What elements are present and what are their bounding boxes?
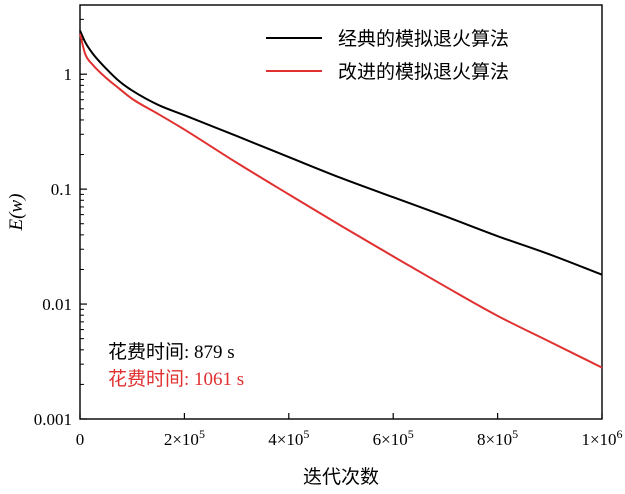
legend-label-classic: 经典的模拟退火算法: [338, 28, 509, 50]
annotation-improved-label: 花费时间: [108, 368, 184, 390]
series-line-improved: [79, 33, 603, 369]
x-tick-label: 8×105: [477, 427, 518, 449]
y-tick-label: 0.01: [42, 295, 72, 314]
y-tick-label: 1: [64, 65, 73, 84]
axis-ticks: 0 2×105 4×105 6×105 8×105 1×106 1 0.1 0.01 0.001: [34, 4, 623, 449]
x-tick-label: 4×105: [268, 427, 309, 449]
legend: 经典的模拟退火算法 改进的模拟退火算法: [266, 28, 509, 83]
series-line-classic: [79, 30, 603, 276]
plot-frame: [79, 4, 603, 420]
annotation-classic-value: : 879 s: [184, 342, 235, 363]
annotation-classic-time: 花费时间: 879 s: [108, 341, 235, 363]
x-tick-label: 0: [76, 430, 85, 449]
x-tick-label: 6×105: [373, 427, 414, 449]
y-tick-label: 0.1: [51, 180, 72, 199]
x-axis-title: 迭代次数: [303, 466, 379, 488]
time-annotations: 花费时间: 879 s 花费时间: 1061 s: [108, 341, 244, 390]
legend-label-improved: 改进的模拟退火算法: [338, 61, 509, 83]
x-tick-label: 2×105: [164, 427, 205, 449]
annotation-classic-label: 花费时间: [108, 341, 184, 363]
annotation-improved-time: 花费时间: 1061 s: [108, 368, 244, 390]
y-axis-title: E(w): [6, 194, 27, 232]
y-tick-label: 0.001: [34, 410, 72, 429]
annotation-improved-value: : 1061 s: [184, 369, 244, 390]
x-tick-label: 1×106: [581, 427, 622, 449]
series-group: [79, 30, 603, 369]
